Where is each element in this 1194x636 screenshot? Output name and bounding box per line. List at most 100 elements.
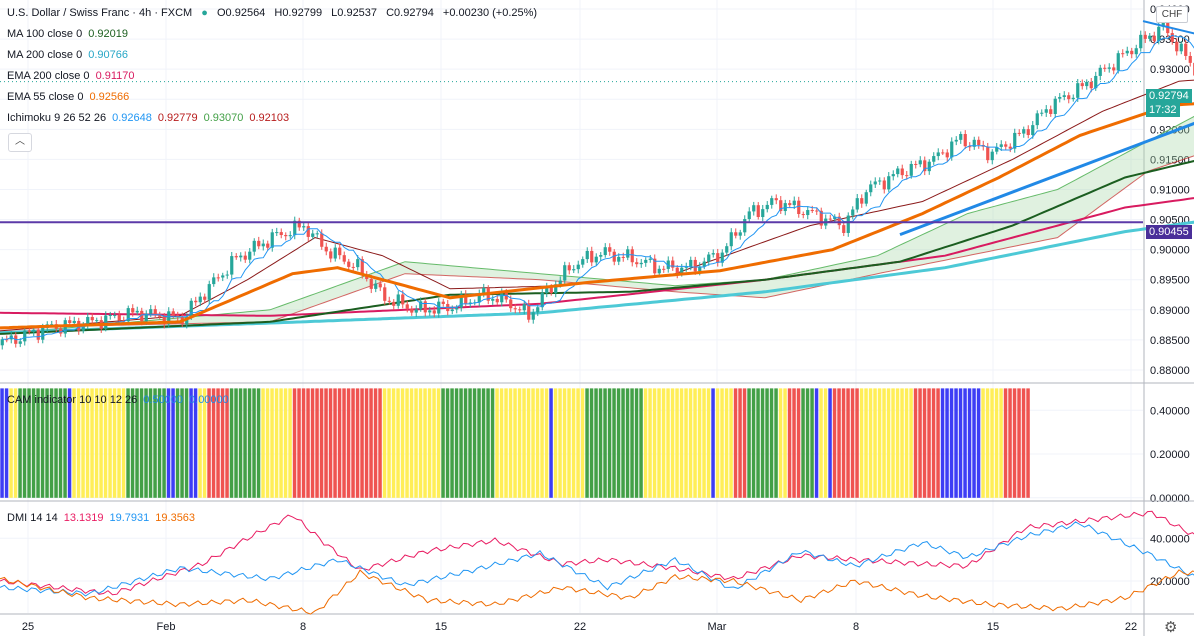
cam-column [67, 388, 72, 498]
candle-body [1116, 53, 1120, 71]
dmi-legend: DMI 14 14 13.1319 19.7931 19.3563 [7, 512, 201, 524]
cam-column [981, 388, 985, 498]
cam-column [441, 388, 445, 498]
cam-column [85, 388, 90, 498]
cam-column [864, 388, 868, 498]
cam-column [976, 388, 981, 498]
candle-body [1058, 96, 1062, 99]
ma100-line [0, 160, 1194, 335]
cam-column [234, 388, 238, 498]
cam-column [796, 388, 801, 498]
candle-body [108, 314, 112, 316]
candle-body [378, 283, 382, 288]
hline-price-badge: 0.90455 [1146, 225, 1192, 239]
cam-column [184, 388, 189, 498]
candle-body [311, 233, 315, 237]
candle-body [1080, 83, 1084, 87]
candle-body [167, 311, 171, 325]
cam-column [769, 388, 774, 498]
candle-body [410, 308, 414, 313]
settings-gear-icon[interactable]: ⚙ [1164, 619, 1178, 636]
candle-body [1017, 132, 1021, 134]
candle-body [972, 139, 976, 147]
low-value: L0.92537 [331, 7, 378, 19]
candle-body [0, 339, 4, 346]
cam-column [967, 388, 972, 498]
dmi-axis-label: 20.0000 [1150, 576, 1190, 588]
candle-body [153, 309, 157, 315]
cam-column [346, 388, 351, 498]
candle-body [1134, 48, 1138, 55]
candle-body [158, 314, 162, 317]
cam-column [319, 388, 324, 498]
candle-body [788, 203, 792, 206]
cam-column [873, 388, 877, 498]
candle-body [495, 298, 499, 303]
candle-body [918, 160, 922, 165]
candle-body [1004, 144, 1008, 147]
cam-column [742, 388, 747, 498]
cam-column [297, 388, 301, 498]
cam-axis-label: 0.40000 [1150, 405, 1190, 417]
candle-body [396, 294, 400, 306]
cam-column [634, 388, 639, 498]
cam-column [666, 388, 670, 498]
candle-body [585, 250, 589, 260]
cam-column [733, 388, 738, 498]
cam-column [958, 388, 963, 498]
candle-body [18, 341, 22, 344]
candle-body [72, 320, 76, 324]
candle-body [351, 266, 355, 268]
candle-body [806, 210, 810, 216]
candle-body [977, 139, 981, 145]
candle-body [905, 175, 909, 177]
candle-body [261, 243, 265, 247]
cam-column [229, 388, 234, 498]
cam-column [508, 388, 513, 498]
cam-column [931, 388, 936, 498]
dmi-line [0, 569, 1194, 615]
cam-column [999, 388, 1003, 498]
candle-body [792, 200, 796, 206]
candle-body [536, 307, 540, 313]
currency-label[interactable]: CHF [1156, 6, 1188, 23]
candle-body [891, 174, 895, 177]
price-axis-label: 0.91000 [1150, 184, 1190, 196]
candle-body [1184, 43, 1188, 56]
time-axis-label: 8 [300, 621, 306, 633]
candle-body [936, 152, 940, 157]
cam-column [153, 388, 157, 498]
indicator-value: 0.92019 [88, 28, 128, 40]
dmi-legend-value-1: 13.1319 [63, 512, 104, 524]
candle-body [626, 249, 630, 258]
market-open-dot: ● [201, 7, 208, 19]
cam-column [882, 388, 886, 498]
collapse-legend-button[interactable]: ︿ [8, 133, 32, 152]
cam-column [22, 388, 27, 498]
candle-body [950, 141, 954, 158]
cam-column [828, 388, 832, 498]
dmi-legend-value-2: 19.7931 [109, 512, 150, 524]
cam-column [589, 388, 594, 498]
price-axis-label: 0.90000 [1150, 245, 1190, 257]
candle-body [374, 283, 378, 289]
cam-column [427, 388, 432, 498]
candle-body [306, 226, 310, 237]
candle-body [675, 267, 679, 275]
candle-body [1022, 129, 1026, 134]
candle-body [554, 284, 558, 294]
candle-body [315, 233, 319, 235]
candle-body [1098, 67, 1102, 76]
cam-column [675, 388, 679, 498]
price-axis-label: 0.88500 [1150, 335, 1190, 347]
candle-body [216, 277, 220, 279]
cam-column [310, 388, 315, 498]
cam-column [859, 388, 864, 498]
cam-column [756, 388, 760, 498]
indicator-label: EMA 200 close 0 [7, 70, 90, 82]
candle-body [1103, 67, 1107, 69]
indicator-legend-row: MA 200 close 0 0.90766 [7, 49, 134, 61]
candle-body [41, 327, 45, 340]
cam-column [751, 388, 756, 498]
